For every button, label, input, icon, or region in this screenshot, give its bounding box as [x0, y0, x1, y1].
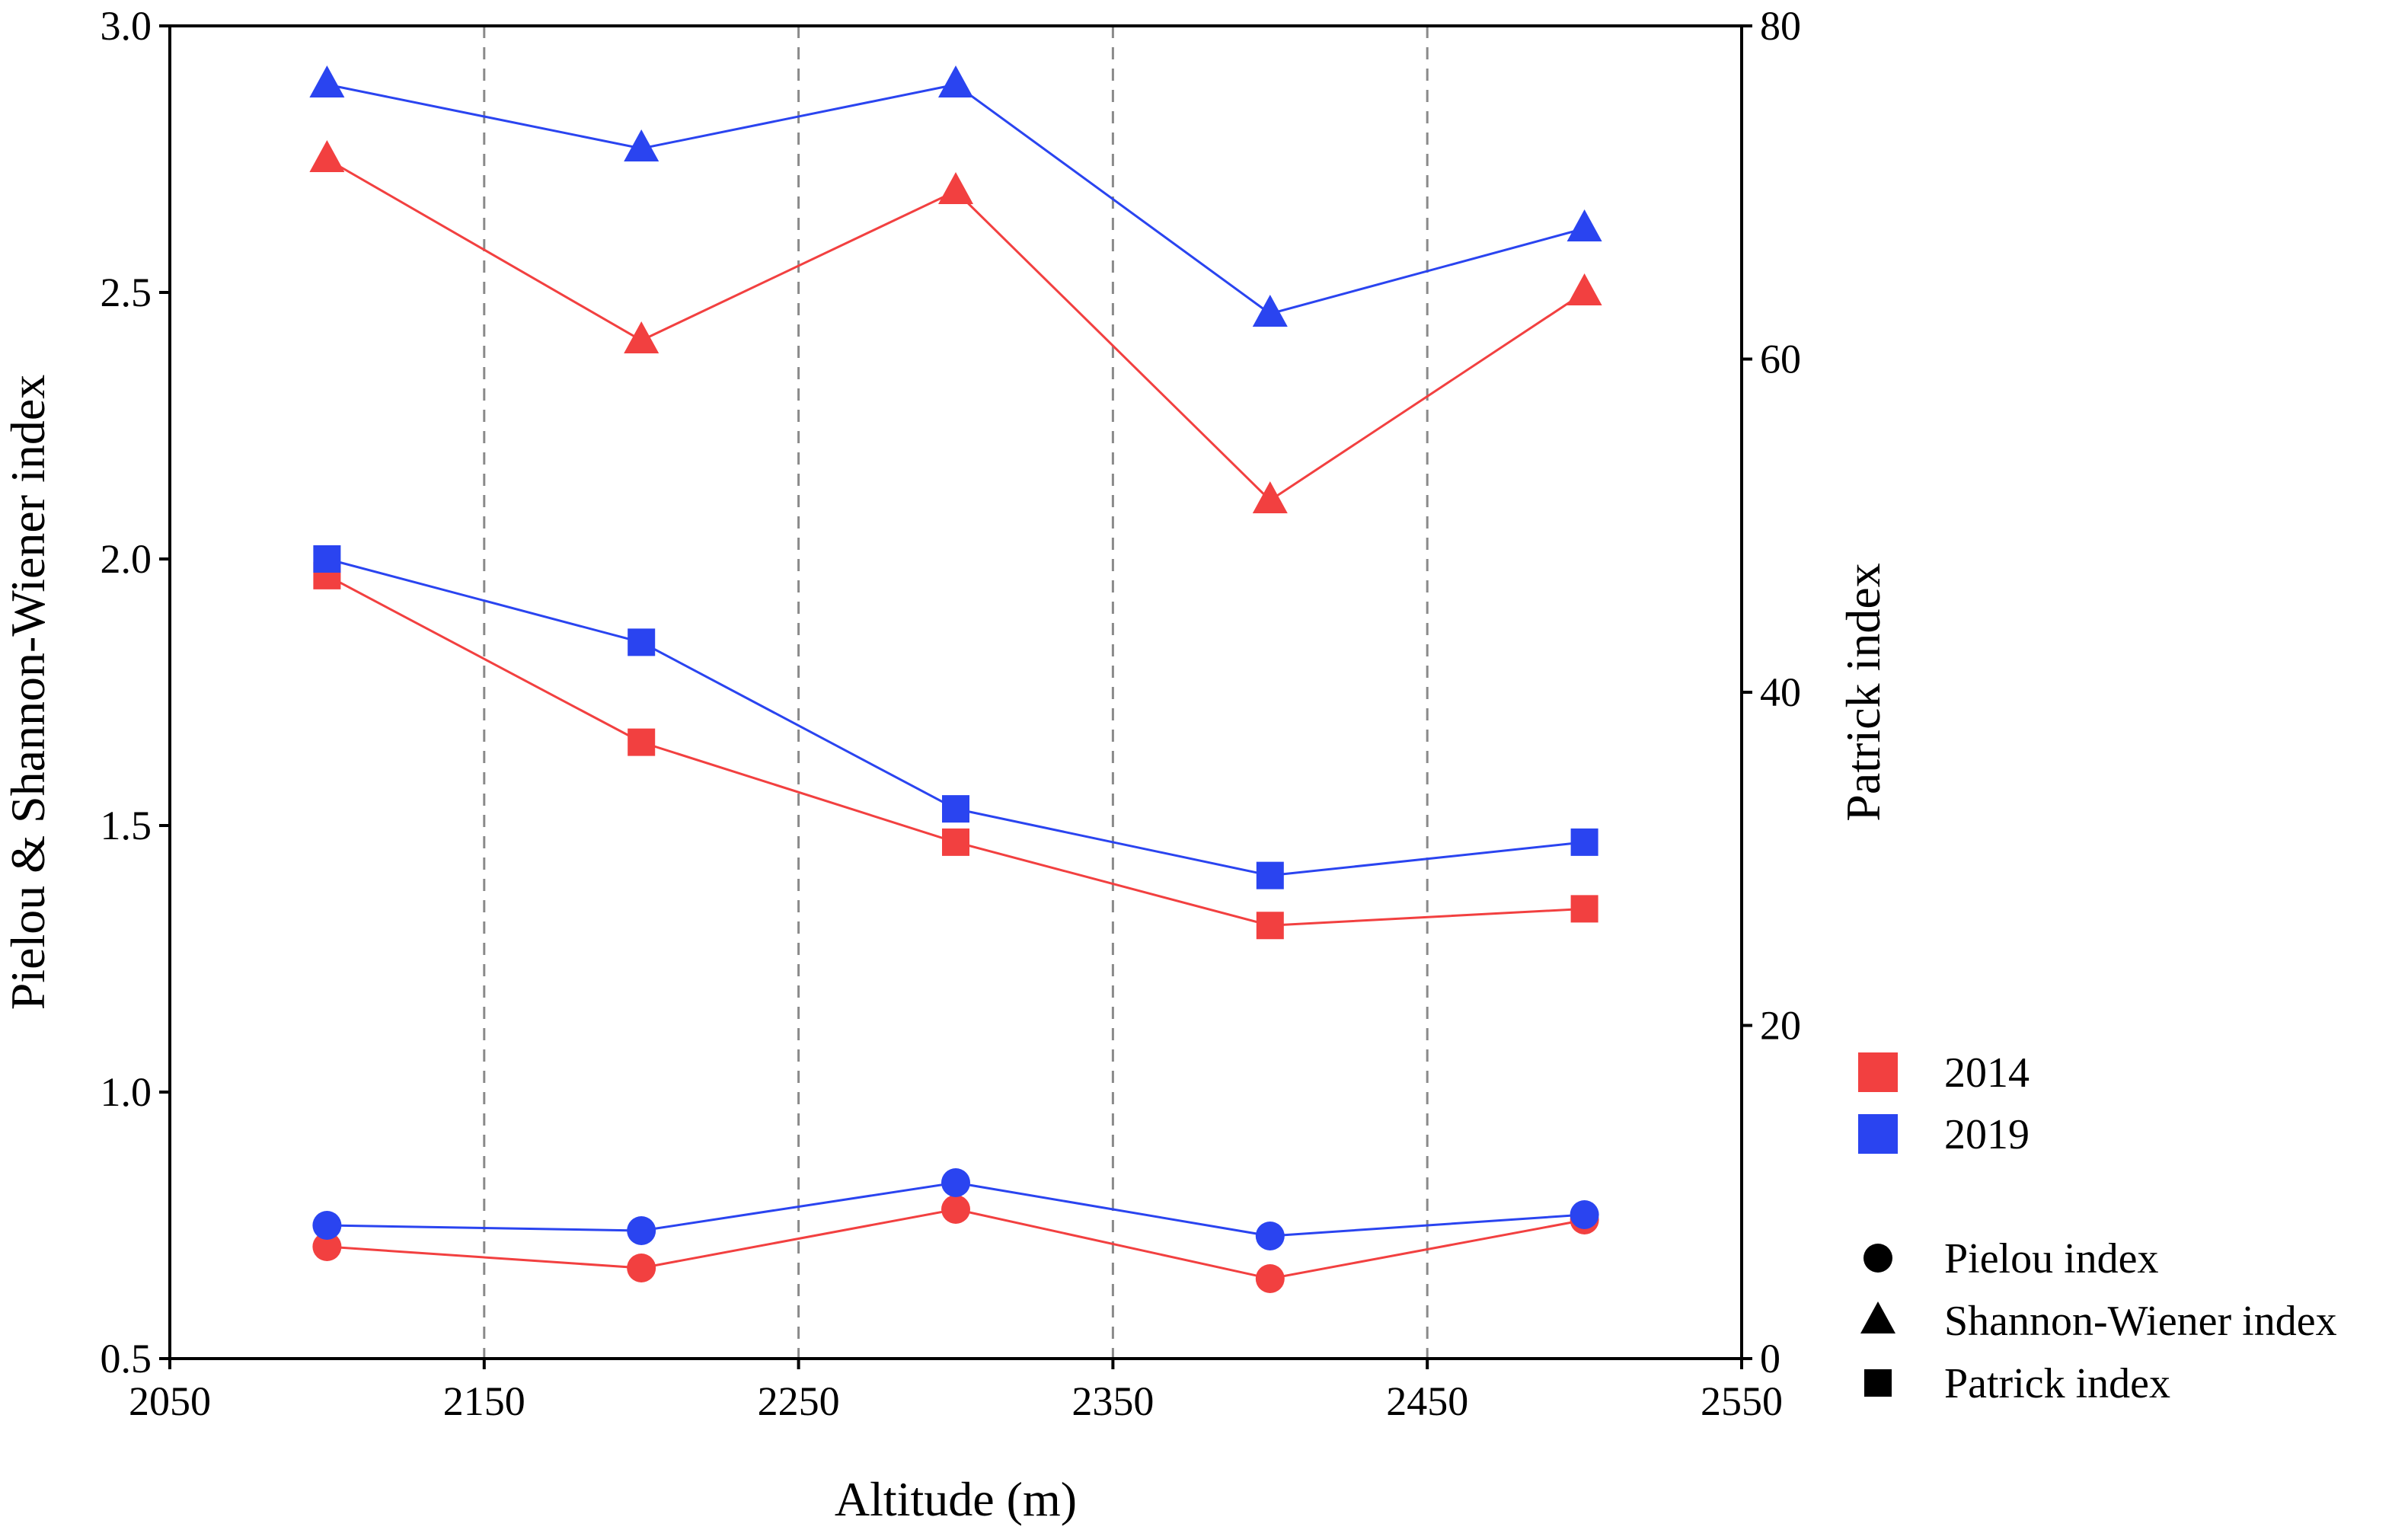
- series-line-2014-patrick-index: [326, 574, 1585, 927]
- square-point-2019-patrick-index: [628, 628, 656, 656]
- legend-label-2014: 2014: [1944, 1049, 2030, 1097]
- circle-point-2019-pielou-index: [627, 1216, 656, 1245]
- y-right-tick-label: 40: [1760, 669, 1801, 715]
- square-point-2014-patrick-index: [1570, 895, 1598, 923]
- legend-marker-circle: [1863, 1244, 1892, 1273]
- y-left-tick-label: 2.5: [101, 270, 152, 315]
- y-right-tick-label: 80: [1760, 3, 1801, 49]
- y-right-tick-label: 0: [1760, 1336, 1780, 1381]
- legend-swatch-2014: [1858, 1052, 1898, 1092]
- legend: 2014 2019 Pielou index Shannon-Wiener index…: [1858, 1049, 2337, 1407]
- circle-point-2014-pielou-index: [1255, 1264, 1285, 1293]
- triangle-point-2014-shannon-wiener-index: [1566, 273, 1602, 305]
- x-tick-label: 2450: [1386, 1378, 1468, 1424]
- dashed-gridlines: [483, 26, 1429, 1359]
- legend-label-triangle: Shannon-Wiener index: [1944, 1298, 2337, 1345]
- series-2019-shannon-wiener-index: [309, 65, 1602, 327]
- y-left-tick-label: 1.0: [101, 1069, 152, 1115]
- square-point-2019-patrick-index: [1570, 828, 1598, 856]
- square-point-2014-patrick-index: [942, 828, 969, 856]
- x-tick-label: 2550: [1701, 1378, 1783, 1424]
- y-left-tick-label: 0.5: [101, 1336, 152, 1381]
- y-left-tick-label: 2.0: [101, 536, 152, 582]
- square-point-2014-patrick-index: [628, 728, 656, 756]
- triangle-point-2019-shannon-wiener-index: [1566, 209, 1602, 241]
- y-axis-right-title: Patrick index: [1836, 563, 1890, 821]
- series-2019-patrick-index: [313, 545, 1598, 889]
- y-right-tick-label: 60: [1760, 337, 1801, 382]
- series-line-2019-patrick-index: [327, 557, 1585, 877]
- legend-label-square: Patrick index: [1944, 1360, 2170, 1407]
- triangle-point-2014-shannon-wiener-index: [1252, 481, 1288, 513]
- triangle-point-2019-shannon-wiener-index: [938, 65, 973, 97]
- square-point-2019-patrick-index: [942, 795, 969, 823]
- y-right-tick-label: 20: [1760, 1003, 1801, 1049]
- circle-point-2019-pielou-index: [1255, 1222, 1285, 1250]
- legend-label-circle: Pielou index: [1944, 1235, 2159, 1282]
- series-line-2014-shannon-wiener-index: [326, 158, 1586, 502]
- circle-point-2019-pielou-index: [1570, 1200, 1599, 1229]
- triangle-point-2014-shannon-wiener-index: [938, 172, 973, 204]
- legend-label-2019: 2019: [1944, 1111, 2030, 1158]
- square-point-2019-patrick-index: [1256, 861, 1284, 889]
- square-point-2014-patrick-index: [1256, 912, 1284, 940]
- series-2019-pielou-index: [312, 1168, 1599, 1250]
- triangle-point-2019-shannon-wiener-index: [624, 129, 659, 161]
- circle-point-2014-pielou-index: [627, 1254, 656, 1282]
- plot-frame: [168, 24, 1743, 1360]
- series-2014-pielou-index: [312, 1195, 1599, 1293]
- series-2014-patrick-index: [313, 561, 1598, 940]
- y-left-tick-label: 1.5: [101, 803, 152, 848]
- triangle-point-2014-shannon-wiener-index: [309, 140, 345, 172]
- plot-series: [309, 65, 1602, 1293]
- triangle-point-2014-shannon-wiener-index: [624, 321, 659, 353]
- legend-marker-square: [1864, 1369, 1892, 1397]
- x-tick-label: 2350: [1071, 1378, 1154, 1424]
- x-axis-title: Altitude (m): [835, 1472, 1077, 1526]
- triangle-point-2019-shannon-wiener-index: [1252, 295, 1288, 327]
- x-tick-label: 2150: [443, 1378, 525, 1424]
- circle-point-2014-pielou-index: [941, 1195, 970, 1224]
- x-tick-label: 2050: [129, 1378, 211, 1424]
- triangle-point-2019-shannon-wiener-index: [309, 65, 345, 97]
- axes: 2050 2150 2250 2350 2450 2550 0.5 1.0 1.5 2.0 2.5 3…: [101, 3, 1802, 1424]
- square-point-2019-patrick-index: [313, 545, 341, 573]
- legend-swatch-2019: [1858, 1114, 1898, 1154]
- y-axis-left-title: Pielou & Shannon-Wiener index: [1, 375, 55, 1011]
- series-2014-shannon-wiener-index: [309, 140, 1602, 513]
- circle-point-2019-pielou-index: [941, 1168, 970, 1197]
- circle-point-2014-pielou-index: [312, 1232, 342, 1261]
- y-left-tick-label: 3.0: [101, 3, 152, 49]
- x-tick-label: 2250: [758, 1378, 840, 1424]
- legend-marker-triangle: [1860, 1301, 1895, 1333]
- circle-point-2019-pielou-index: [312, 1211, 342, 1240]
